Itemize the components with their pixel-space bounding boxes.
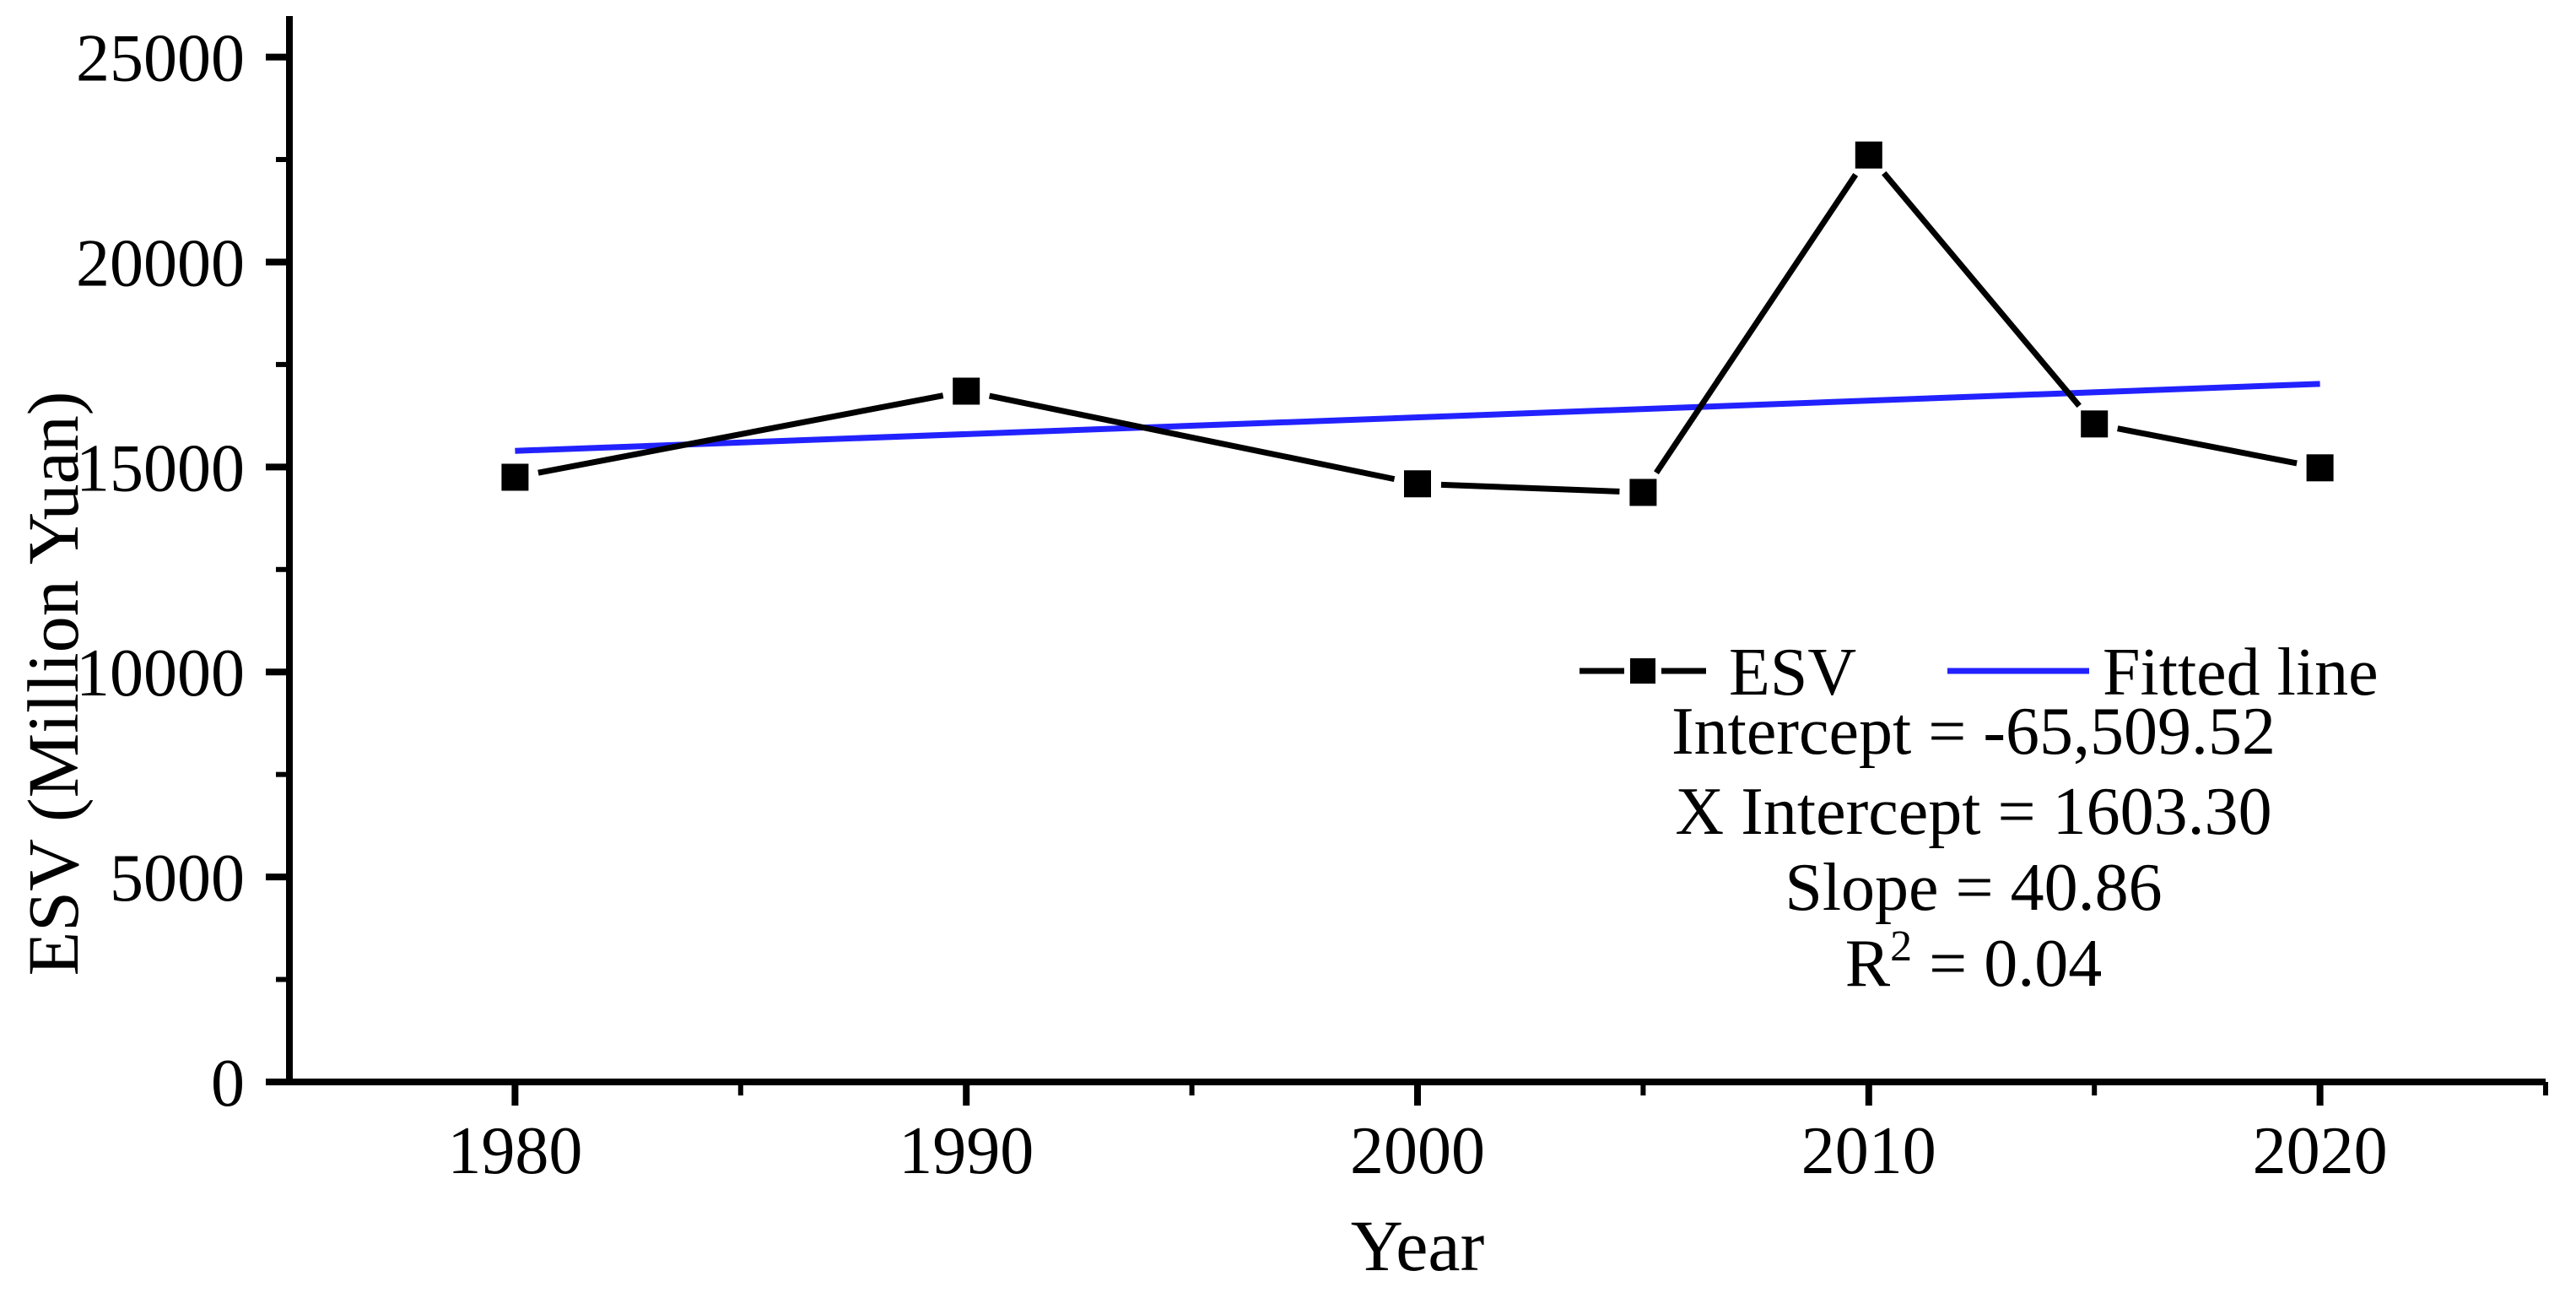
legend-fitted-label: Fitted line [2103,635,2379,710]
esv-data-point [1855,141,1882,169]
esv-data-point [1629,479,1657,506]
esv-line-segment [537,392,944,476]
x-tick-label: 1990 [899,1114,1034,1188]
esv-line-segment [1440,481,1620,495]
esv-data-point [501,463,529,491]
x-tick-label: 2020 [2253,1114,2388,1188]
y-tick-label: 25000 [76,22,245,96]
esv-line-segment [1654,173,1859,475]
legend-esv-label: ESV [1729,635,1856,710]
y-axis-title: ESV (Million Yuan) [13,392,94,976]
esv-line-segment [1882,170,2082,408]
y-tick-label: 5000 [110,841,245,916]
y-tick-label: 0 [211,1047,245,1121]
fitted-line-group [515,381,2320,454]
esv-line-segment [2117,425,2298,467]
annotation-intercept: Intercept = -65,509.52 [1671,695,2276,769]
x-ticks-group [511,1082,2548,1106]
annotation-r-squared-base: R [1845,927,1891,1001]
x-tick-labels-group: 1980 1990 2000 2010 2020 [447,1114,2387,1188]
annotation-x-intercept: X Intercept = 1603.30 [1675,775,2271,849]
esv-series-group [501,141,2334,506]
x-axis-title: Year [1351,1205,1484,1286]
annotation-slope: Slope = 40.86 [1785,851,2162,925]
esv-data-point [2081,410,2109,438]
y-tick-labels-group: 0 5000 10000 15000 20000 25000 [76,22,245,1121]
x-tick-label: 2010 [1801,1114,1936,1188]
y-tick-label: 15000 [76,431,245,506]
annotation-r-squared-sup: 2 [1890,922,1912,971]
esv-data-point [1404,470,1431,498]
annotation-r-squared-rest: = 0.04 [1912,927,2102,1001]
esv-line-segment [988,392,1396,483]
esv-data-point [953,377,980,405]
legend: ESV Fitted line [1580,635,2379,710]
legend-esv-marker-sample [1630,658,1655,684]
y-tick-label: 20000 [76,226,245,300]
y-ticks-group [266,53,289,1085]
x-tick-label: 2000 [1350,1114,1485,1188]
fitted-line [515,381,2320,454]
annotations: Intercept = -65,509.52 X Intercept = 160… [1671,695,2276,1001]
annotation-r-squared: R2 = 0.04 [1845,922,2102,1001]
axes-group [286,16,2546,1085]
y-tick-label: 10000 [76,636,245,711]
esv-data-point [2306,454,2334,482]
x-tick-label: 1980 [447,1114,582,1188]
